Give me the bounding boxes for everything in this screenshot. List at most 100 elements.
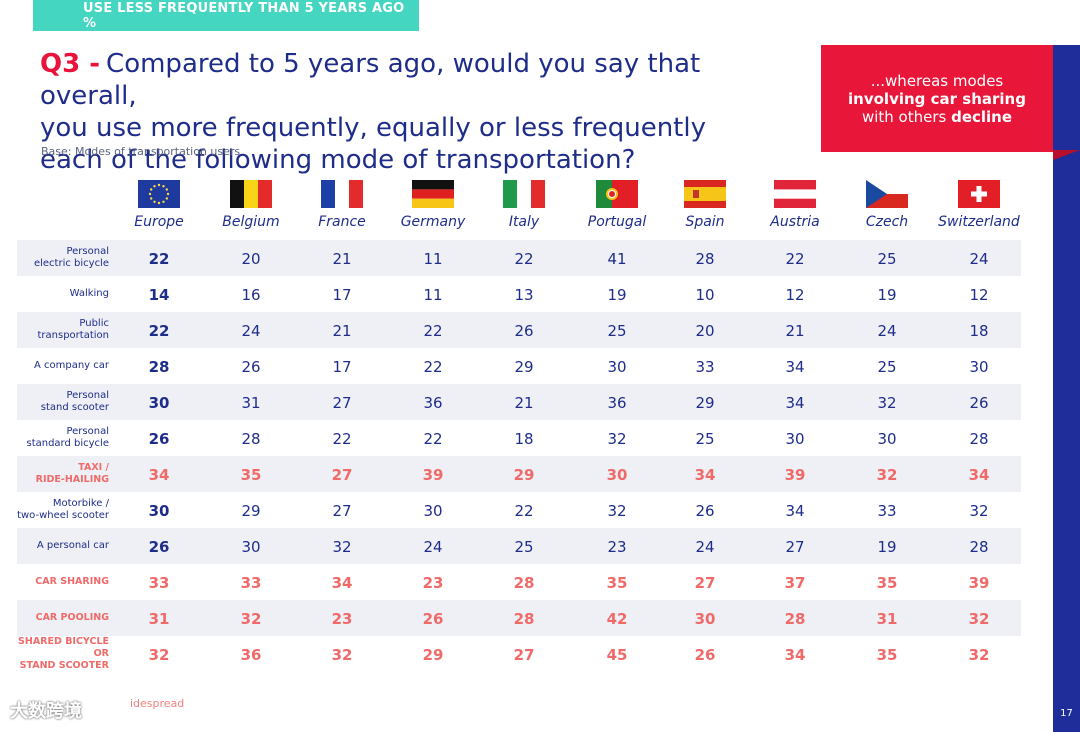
country-label: Czech (865, 214, 909, 230)
table-row: Walking 14 16 17 11 13 19 10 12 19 12 (17, 276, 1021, 312)
row-label: Personal electric bicycle (17, 240, 109, 276)
right-edge-bar-top (1053, 0, 1080, 45)
table-row: Motorbike / two-wheel scooter 30 29 27 30 22 32… (17, 492, 1021, 528)
row-label-line: Public (79, 318, 109, 329)
row-label: Walking (17, 276, 109, 312)
row-label: Public transportation (17, 312, 110, 348)
table-cell-switzerland: 24 (969, 250, 989, 268)
table-cell-italy: 26 (514, 322, 534, 340)
table-cell-italy: 22 (514, 250, 534, 268)
table-cell-austria: 28 (784, 610, 806, 628)
table-cell-italy: 18 (514, 430, 534, 448)
row-label-line: CAR POOLING (35, 612, 109, 623)
table-cell-spain: 29 (695, 394, 715, 412)
footer-note: idespread (10, 697, 184, 710)
footer-note-text: idespread (130, 697, 185, 710)
table-cell-belgium: 35 (240, 466, 262, 484)
table-cell-portugal: 30 (607, 358, 627, 376)
table-cell-switzerland: 26 (969, 394, 989, 412)
table-cell-switzerland: 32 (968, 610, 990, 628)
row-label: TAXI / RIDE-HAILING (17, 456, 109, 492)
table-cell-spain: 20 (695, 322, 715, 340)
table-row: Personal stand scooter 30 31 27 36 21 36 29 34 32 2… (17, 384, 1021, 420)
france-flag-icon (321, 180, 363, 208)
table-cell-germany: 29 (422, 646, 444, 664)
row-label-line: two-wheel scooter (17, 510, 109, 521)
belgium-flag-icon (230, 180, 272, 208)
row-label-line: CAR SHARING (35, 576, 109, 587)
question-title: Q3 - Compared to 5 years ago, would you s… (40, 48, 800, 176)
country-label: Austria (770, 214, 820, 230)
table-cell-france: 32 (331, 646, 353, 664)
table-cell-austria: 34 (785, 502, 805, 520)
table-cell-italy: 27 (513, 646, 535, 664)
table-cell-italy: 28 (513, 574, 535, 592)
row-label: Personal stand scooter (17, 384, 109, 420)
table-cell-switzerland: 32 (969, 502, 989, 520)
table-cell-switzerland: 28 (969, 430, 989, 448)
table-cell-czech: 32 (877, 394, 897, 412)
table-cell-europe: 30 (148, 394, 170, 412)
table-cell-germany: 30 (423, 502, 443, 520)
table-cell-france: 27 (332, 394, 352, 412)
data-table: Personal electric bicycle 22 20 21 11 22 41 28 22… (17, 240, 1021, 672)
table-cell-spain: 26 (694, 646, 716, 664)
table-cell-switzerland: 39 (968, 574, 990, 592)
table-cell-germany: 39 (422, 466, 444, 484)
table-cell-austria: 37 (784, 574, 806, 592)
table-row: Personal standard bicycle 26 28 22 22 18 32 25 30… (17, 420, 1021, 456)
row-label-line: TAXI / (78, 462, 109, 473)
table-cell-portugal: 19 (607, 286, 627, 304)
table-cell-belgium: 20 (241, 250, 261, 268)
country-label: Germany (400, 214, 466, 230)
table-cell-france: 21 (332, 250, 352, 268)
italy-flag-icon (503, 180, 545, 208)
table-cell-france: 34 (331, 574, 353, 592)
base-note: Base: Modes of transportation users (41, 145, 241, 158)
row-label-line: RIDE-HAILING (35, 474, 109, 485)
table-cell-europe: 31 (148, 610, 170, 628)
row-label: SHARED BICYCLE OR STAND SCOOTER (17, 636, 109, 672)
table-cell-austria: 21 (785, 322, 805, 340)
callout-line-3: with others decline (862, 108, 1012, 126)
table-cell-portugal: 41 (607, 250, 627, 268)
table-cell-czech: 19 (877, 286, 897, 304)
watermark: 大数跨境 (10, 697, 82, 723)
table-row: SHARED BICYCLE OR STAND SCOOTER 32 36 32 29 27… (17, 636, 1021, 672)
table-cell-belgium: 29 (241, 502, 261, 520)
callout-line-3-strong: decline (951, 107, 1013, 126)
table-cell-france: 17 (332, 358, 352, 376)
table-cell-austria: 27 (785, 538, 805, 556)
table-cell-europe: 26 (148, 430, 170, 448)
table-cell-switzerland: 34 (968, 466, 990, 484)
switzerland-flag-icon (958, 180, 1000, 208)
table-cell-switzerland: 30 (969, 358, 989, 376)
row-label-line: Personal (66, 390, 109, 401)
table-cell-europe: 22 (148, 322, 170, 340)
table-cell-portugal: 32 (607, 502, 627, 520)
table-cell-spain: 33 (695, 358, 715, 376)
row-label-line: STAND SCOOTER (19, 660, 109, 671)
row-label-line: SHARED BICYCLE OR (18, 636, 109, 659)
table-cell-austria: 22 (785, 250, 805, 268)
country-column-czech: Czech (842, 176, 932, 230)
table-cell-austria: 34 (784, 646, 806, 664)
austria-flag-icon (774, 180, 816, 208)
table-cell-germany: 23 (422, 574, 444, 592)
eu-flag-icon (138, 180, 180, 208)
row-label: A personal car (17, 528, 109, 564)
table-cell-austria: 34 (785, 394, 805, 412)
table-cell-germany: 22 (423, 322, 443, 340)
table-cell-italy: 13 (514, 286, 534, 304)
table-row: TAXI / RIDE-HAILING 34 35 27 39 29 30 34 39 32 34 (17, 456, 1021, 492)
table-cell-belgium: 31 (241, 394, 261, 412)
row-label: Motorbike / two-wheel scooter (17, 492, 109, 528)
table-cell-belgium: 36 (240, 646, 262, 664)
country-label: France (318, 214, 366, 230)
table-cell-portugal: 32 (607, 430, 627, 448)
table-cell-portugal: 42 (606, 610, 628, 628)
table-cell-france: 32 (332, 538, 352, 556)
country-label: Italy (508, 214, 540, 230)
table-cell-spain: 28 (695, 250, 715, 268)
table-cell-portugal: 45 (606, 646, 628, 664)
